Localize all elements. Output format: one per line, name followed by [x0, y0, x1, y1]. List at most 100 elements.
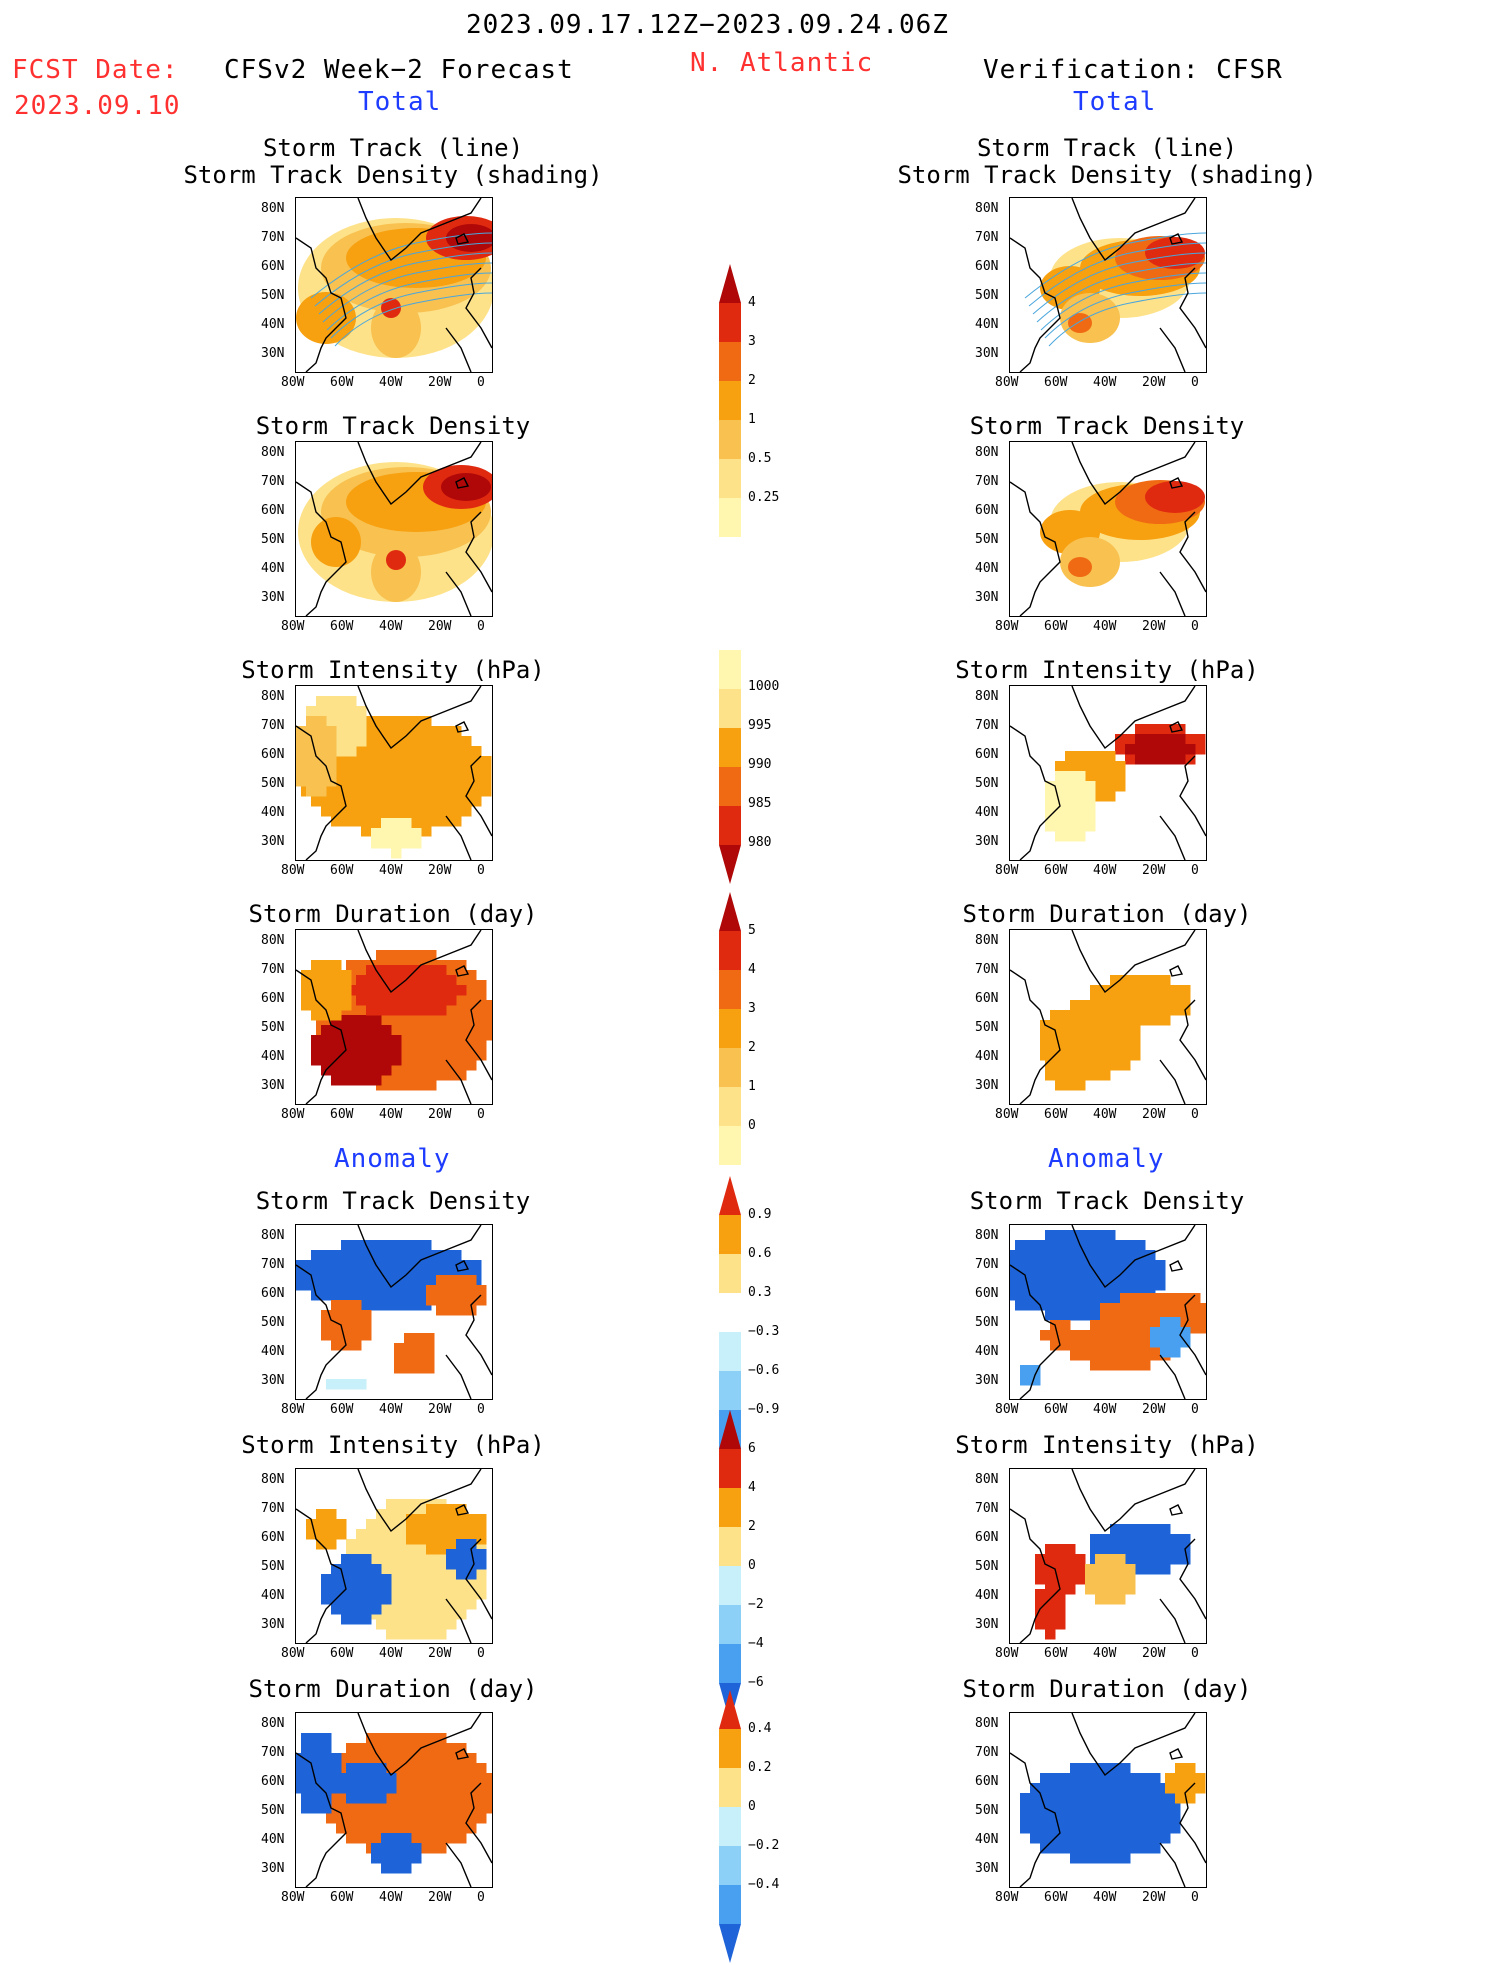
storm-track-line — [330, 282, 492, 339]
shaded-cell — [326, 696, 337, 707]
colorbar-label: 6 — [748, 1441, 756, 1456]
shaded-cell — [346, 1813, 357, 1824]
lat-tick-label: 70N — [261, 1745, 285, 1760]
shaded-cell — [371, 746, 382, 757]
right-total-label: Total — [1073, 87, 1157, 117]
map-panel — [295, 685, 493, 861]
shaded-cell — [376, 1539, 387, 1550]
shaded-cell — [361, 766, 372, 777]
shaded-cell — [1150, 1005, 1161, 1016]
shaded-cell — [391, 1843, 402, 1854]
shaded-cell — [1145, 1270, 1156, 1281]
shaded-cell — [421, 786, 432, 797]
shaded-cell — [456, 1823, 467, 1834]
shaded-cell — [1145, 754, 1156, 765]
shaded-cell — [1130, 1803, 1141, 1814]
shaded-cell — [456, 1773, 467, 1784]
lon-tick-label: 40W — [379, 1107, 403, 1122]
shaded-cell — [436, 1589, 447, 1600]
shaded-cell — [456, 1060, 467, 1071]
shaded-cell — [456, 1305, 467, 1316]
shaded-cell — [336, 746, 347, 757]
shaded-cell — [446, 1534, 457, 1545]
shaded-cell — [1160, 975, 1171, 986]
shaded-cell — [1160, 995, 1171, 1006]
shaded-cell — [406, 1499, 417, 1510]
shaded-cell — [1025, 1300, 1036, 1311]
shaded-cell — [1160, 1303, 1171, 1314]
shaded-cell — [1125, 754, 1136, 765]
shaded-cell — [356, 1793, 367, 1804]
shaded-cell — [331, 1290, 342, 1301]
shaded-cell — [306, 786, 317, 797]
shaded-cell — [1085, 791, 1096, 802]
shaded-cell — [1100, 1544, 1111, 1555]
lat-tick-label: 30N — [261, 1617, 285, 1632]
shaded-cell — [1105, 1574, 1116, 1585]
coastline — [465, 511, 492, 593]
shaded-cell — [1030, 1823, 1041, 1834]
shaded-cell — [346, 960, 357, 971]
shaded-cell — [356, 726, 367, 737]
shaded-cell — [446, 975, 457, 986]
shaded-cell — [426, 1040, 437, 1051]
colorbar-segment — [719, 1048, 741, 1087]
shaded-cell — [1070, 1833, 1081, 1844]
shaded-cell — [366, 1005, 377, 1016]
coastline — [445, 815, 472, 860]
coastline — [1179, 1538, 1206, 1620]
shaded-cell — [1105, 751, 1116, 762]
shaded-cell — [436, 1534, 447, 1545]
shaded-cell — [371, 1594, 382, 1605]
lat-tick-label: 40N — [975, 1832, 999, 1847]
shaded-cell — [381, 796, 392, 807]
shaded-cell — [1100, 1843, 1111, 1854]
lat-tick-label: 80N — [261, 201, 285, 216]
shaded-cell — [346, 746, 357, 757]
map-canvas — [1010, 1469, 1206, 1643]
shaded-cell — [421, 1240, 432, 1251]
shaded-cell — [1140, 995, 1151, 1006]
coastline — [465, 755, 492, 837]
shaded-cell — [1115, 781, 1126, 792]
shaded-cell — [1045, 1564, 1056, 1575]
shaded-cell — [371, 1604, 382, 1615]
shaded-cell — [1135, 1240, 1146, 1251]
coastline — [465, 1782, 492, 1864]
shaded-cell — [1055, 1260, 1066, 1271]
shaded-cell — [416, 1559, 427, 1570]
shaded-cell — [296, 776, 307, 787]
colorbar-segment — [719, 1410, 741, 1449]
shaded-cell — [1170, 1005, 1181, 1016]
shaded-cell — [1110, 1330, 1121, 1341]
shaded-cell — [316, 776, 327, 787]
shaded-cell — [1150, 1337, 1161, 1348]
shaded-cell — [301, 980, 312, 991]
shaded-cell — [321, 1773, 332, 1784]
shaded-cell — [426, 995, 437, 1006]
shaded-cell — [471, 776, 482, 787]
shaded-cell — [341, 1240, 352, 1251]
shaded-cell — [1075, 1270, 1086, 1281]
shaded-cell — [466, 1000, 477, 1011]
shaded-cell — [341, 1564, 352, 1575]
shaded-cell — [1185, 1763, 1196, 1774]
shaded-cell — [351, 1320, 362, 1331]
shaded-cell — [321, 1803, 332, 1814]
shaded-cell — [1135, 724, 1146, 735]
shaded-cell — [406, 1514, 417, 1525]
shaded-cell — [346, 1833, 357, 1844]
shaded-cell — [416, 965, 427, 976]
colorbar-segment — [719, 1449, 741, 1488]
shaded-cell — [376, 965, 387, 976]
shaded-cell — [336, 1529, 347, 1540]
shaded-cell — [436, 1559, 447, 1570]
shaded-cell — [391, 1290, 402, 1301]
shaded-cell — [361, 786, 372, 797]
shaded-cell — [386, 1753, 397, 1764]
shaded-cell — [1095, 1230, 1106, 1241]
shaded-cell — [1075, 1574, 1086, 1585]
shaded-cell — [371, 1035, 382, 1046]
shaded-cell — [301, 1270, 312, 1281]
coastline — [1179, 1294, 1206, 1376]
